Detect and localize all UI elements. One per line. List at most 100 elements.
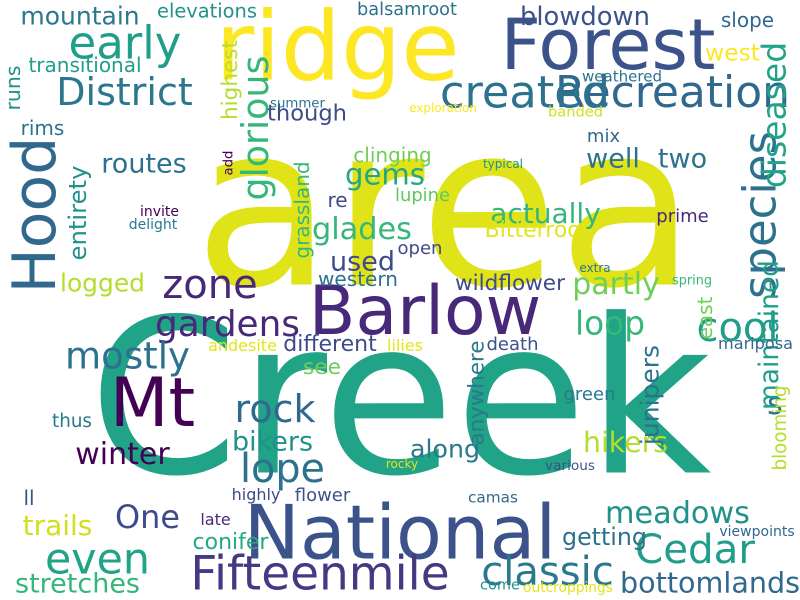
word: banded [548,103,603,121]
word: elevations [157,0,257,23]
word: partly [572,267,660,302]
word: re [327,188,348,212]
word: gardens [155,304,300,346]
word: balsamroot [357,0,457,21]
word: ridge [215,0,460,102]
word: western [318,266,398,291]
word: bottomlands [620,565,800,600]
word: getting [562,522,647,551]
word: early [68,16,182,69]
word: National [243,488,557,576]
word: glades [312,211,412,247]
word: Hood [0,136,70,294]
word: extra [579,261,611,275]
word: flower [294,485,351,506]
word: Mt [109,364,196,443]
word: trails [22,509,93,542]
word: actually [490,197,601,230]
word: created [440,66,610,119]
word: though [267,100,347,127]
word: death [486,334,539,355]
word: Cedar [635,525,755,573]
word: cool [696,305,779,351]
word: highest [218,40,244,120]
word: different [283,332,377,357]
word: well [586,143,640,174]
word: entirety [62,165,92,260]
word: exploration [409,101,477,115]
word: ll [23,486,35,510]
word: District [56,70,193,114]
word: rock [234,387,316,431]
word: stretches [15,568,140,600]
word: slope [720,8,775,32]
word: andesite [208,336,277,355]
word: Fifteenmile [190,546,450,600]
word: Bitterroot [484,218,590,243]
word: s [767,387,783,422]
word: invite [139,204,180,220]
word: mariposa [718,333,793,353]
word: delight [128,217,178,233]
word: weathered [582,67,662,86]
word: various [545,458,595,475]
word: open [397,238,443,259]
word: add [221,150,237,175]
word: hikers [583,425,668,459]
word: wildflower [455,271,565,297]
word: winter [75,437,170,472]
word: mountain [20,1,140,30]
word: even [45,534,150,585]
word: mostly [65,334,190,378]
word: Forest [500,4,716,86]
word: blowdown [520,2,650,33]
word: lupine [395,185,450,207]
word: rims [20,116,65,140]
word: anywhere [463,340,489,445]
word: east [693,296,717,339]
word: Barlow [308,272,542,351]
word: mix [586,126,621,147]
word: meadows [605,495,750,531]
word: clinging [353,143,432,167]
word: lilies [387,336,423,355]
word: loop [575,304,645,343]
word: routes [101,148,187,179]
word: transitional [28,53,142,77]
word: area [194,76,696,338]
word: logged [60,268,145,298]
word: green [563,384,616,405]
word: blooming [769,385,791,470]
word: prime [656,206,709,227]
word: gems [345,157,425,192]
word: outcroppings [523,580,613,597]
word: diseased [754,41,793,189]
word: One [115,497,180,536]
word: come [480,577,520,594]
word: west [705,37,760,66]
word: see [303,355,341,381]
word: junipers [635,344,664,446]
word: spring [672,273,712,289]
word: two [657,143,708,174]
word: grassland [290,161,314,259]
word: Creek [88,272,712,523]
word: conifer [192,530,269,555]
word: lope [240,446,325,493]
word: camas [468,488,518,507]
word: late [200,510,231,529]
word: used [330,246,395,277]
word: typical [482,157,524,171]
word: glorious [233,55,277,200]
word: bikers [231,426,314,457]
word: along [410,433,480,463]
word: thus [52,410,92,432]
word: classic [481,549,614,595]
word: rocky [385,457,419,471]
word: summer [270,96,325,112]
word: zone [162,262,258,308]
word: runs [0,65,25,110]
word: viewpoints [719,524,795,540]
word: Recreation [555,66,790,118]
